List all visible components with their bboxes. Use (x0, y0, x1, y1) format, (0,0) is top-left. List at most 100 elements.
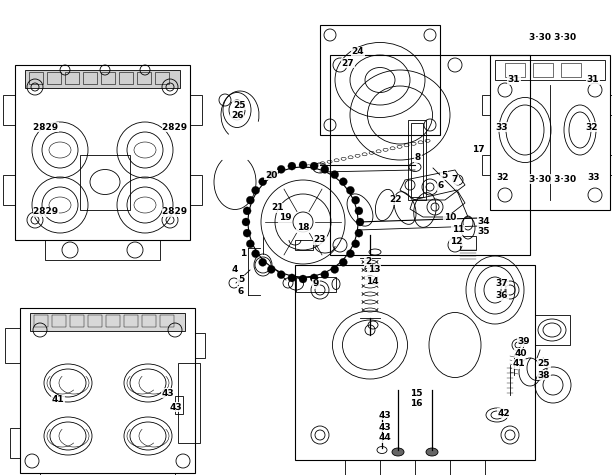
Text: 6: 6 (238, 286, 244, 295)
Circle shape (267, 266, 275, 274)
Bar (533, 63, 553, 77)
Bar (505, 63, 525, 77)
Text: 19: 19 (278, 213, 291, 222)
Bar (45, 240, 160, 260)
Circle shape (252, 250, 259, 257)
Bar (47, 72, 61, 84)
Bar (610, 155, 612, 175)
Text: 5: 5 (238, 276, 244, 285)
Bar (160, 315, 174, 327)
Bar (30, 313, 185, 331)
Bar (535, 315, 570, 345)
Text: 3·30 3·30: 3·30 3·30 (529, 32, 577, 41)
Text: 41: 41 (51, 396, 64, 405)
Bar (83, 72, 97, 84)
Circle shape (243, 207, 251, 215)
Text: 38: 38 (538, 370, 550, 380)
Bar (124, 315, 138, 327)
Text: 32: 32 (586, 123, 599, 132)
Bar (190, 175, 202, 205)
Bar (295, 265, 535, 460)
Bar (137, 72, 151, 84)
Text: 28 29: 28 29 (162, 208, 187, 217)
Circle shape (339, 258, 347, 266)
Text: 36: 36 (496, 292, 508, 301)
Bar (40, 473, 175, 475)
Bar (101, 72, 115, 84)
Circle shape (330, 171, 338, 179)
Bar (155, 72, 169, 84)
Bar (610, 95, 612, 115)
Text: 42: 42 (498, 408, 510, 418)
Circle shape (267, 171, 275, 179)
Bar (190, 95, 202, 125)
Text: 43: 43 (170, 402, 182, 411)
Circle shape (346, 250, 354, 257)
Bar (80, 155, 130, 210)
Bar (482, 95, 490, 115)
Text: 3·30 3·30: 3·30 3·30 (529, 174, 577, 183)
Text: 26: 26 (231, 112, 243, 121)
Text: 44: 44 (379, 434, 392, 443)
Text: 24: 24 (352, 48, 364, 57)
Bar (561, 63, 581, 77)
Circle shape (310, 162, 318, 170)
Circle shape (252, 186, 259, 194)
Bar (34, 315, 48, 327)
Circle shape (288, 274, 296, 282)
Text: 34: 34 (478, 217, 490, 226)
Circle shape (352, 240, 360, 248)
Bar (52, 315, 66, 327)
Circle shape (259, 258, 267, 266)
Text: 31: 31 (587, 76, 599, 85)
Text: 16: 16 (410, 399, 422, 408)
Text: 2: 2 (365, 256, 371, 266)
Bar (15, 65, 190, 240)
Circle shape (277, 165, 285, 173)
Text: 25: 25 (538, 359, 550, 368)
Text: 4: 4 (232, 266, 238, 275)
Text: 31: 31 (508, 76, 520, 85)
Bar (195, 333, 205, 358)
Bar (10, 428, 20, 458)
Text: 21: 21 (272, 203, 284, 212)
Text: 32: 32 (497, 172, 509, 181)
Text: 43: 43 (379, 422, 391, 431)
Circle shape (321, 271, 329, 279)
Circle shape (355, 229, 363, 237)
Bar (88, 315, 102, 327)
Circle shape (330, 266, 338, 274)
Text: 5: 5 (441, 171, 447, 180)
Circle shape (310, 274, 318, 282)
Bar (20, 308, 195, 473)
Text: 17: 17 (472, 145, 484, 154)
Text: 41: 41 (513, 360, 525, 369)
Circle shape (288, 162, 296, 170)
Circle shape (243, 229, 251, 237)
Text: 28 29: 28 29 (34, 208, 59, 217)
Text: 43: 43 (162, 389, 174, 398)
Bar (119, 72, 133, 84)
Circle shape (355, 207, 363, 215)
Bar (296, 277, 336, 292)
Text: 14: 14 (366, 276, 378, 285)
Text: 12: 12 (450, 237, 462, 246)
Text: 40: 40 (515, 349, 528, 358)
Bar (295, 240, 313, 250)
Text: 15: 15 (410, 389, 422, 398)
Bar (482, 155, 490, 175)
Bar (25, 70, 180, 88)
Bar (29, 72, 43, 84)
Circle shape (352, 196, 360, 204)
Circle shape (259, 178, 267, 186)
Text: 20: 20 (265, 171, 277, 180)
Bar (408, 120, 426, 200)
Text: 33: 33 (496, 123, 508, 132)
Circle shape (299, 161, 307, 169)
Bar (330, 55, 530, 255)
Text: 8: 8 (415, 153, 421, 162)
Text: 7: 7 (452, 175, 458, 184)
Circle shape (247, 196, 255, 204)
Bar (178, 363, 200, 443)
Circle shape (277, 271, 285, 279)
